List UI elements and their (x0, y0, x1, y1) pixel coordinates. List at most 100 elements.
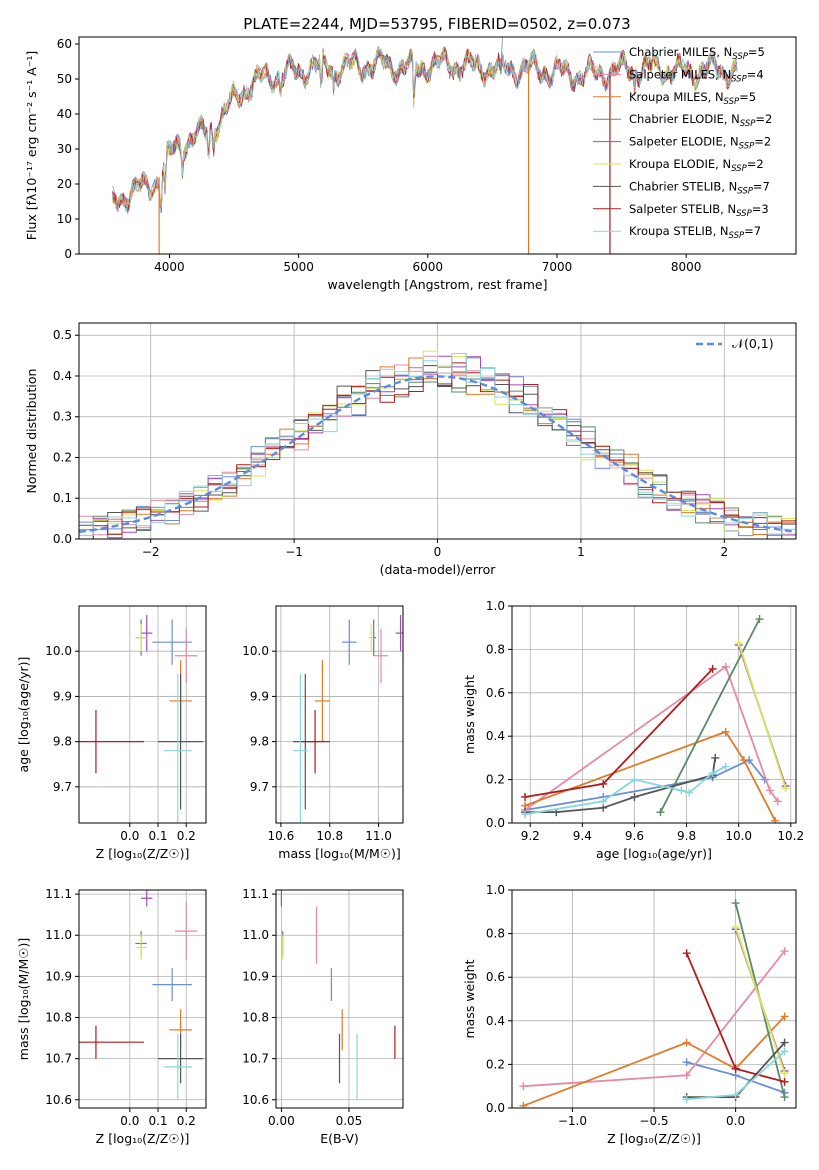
y-tick-label: 9.7 (53, 780, 72, 794)
y-tick-label: 0.3 (53, 410, 72, 424)
y-tick-label: 10.0 (45, 644, 72, 658)
legend-label: Salpeter MILES, NSSP=4 (629, 67, 764, 84)
x-axis-label: Z [log₁₀(Z/Z☉)] (607, 1131, 701, 1146)
legend-label: Chabrier MILES, NSSP=5 (629, 45, 765, 62)
y-tick-label: 10.9 (45, 969, 72, 983)
y-tick-label: 10.7 (45, 1052, 72, 1066)
legend-label: Kroupa MILES, NSSP=5 (629, 90, 756, 107)
legend-label: Chabrier STELIB, NSSP=7 (629, 179, 770, 196)
x-tick-label: 0.2 (177, 1114, 196, 1128)
legend-label: 𝒩(0,1) (732, 336, 774, 351)
weight-marker (773, 797, 782, 806)
emission-spike (500, 37, 503, 73)
weight-vs-Z-panel: −1.0 −0.5 0.0 0.0 0.2 0.4 0.6 0.8 1.0 Z [log₁₀(Z/… (462, 883, 797, 1146)
legend-label: Salpeter ELODIE, NSSP=2 (629, 135, 771, 152)
x-tick-label: 5000 (283, 260, 314, 274)
x-tick-label: 0.05 (336, 1114, 363, 1128)
weight-marker (755, 615, 764, 624)
x-tick-label: 9.2 (521, 829, 540, 843)
weight-marker (682, 1038, 691, 1047)
x-tick-label: 0.0 (120, 829, 139, 843)
weight-line (659, 618, 761, 813)
weight-marker (682, 1071, 691, 1080)
weight-marker (721, 662, 730, 671)
x-tick-label: 9.6 (625, 829, 644, 843)
weight-line (524, 665, 779, 811)
x-tick-label: −1 (285, 545, 303, 559)
y-tick-label: 9.7 (250, 780, 269, 794)
weight-marker (765, 786, 774, 795)
x-tick-label: 6000 (413, 260, 444, 274)
y-tick-label: 0.4 (53, 369, 72, 383)
x-tick-label: 4000 (154, 260, 185, 274)
x-tick-label: 8000 (671, 260, 702, 274)
y-tick-label: 60 (57, 37, 72, 51)
x-tick-label: −0.5 (639, 1114, 668, 1128)
mass-vs-EBV-panel: 0.00 0.05 10.6 10.7 10.8 10.9 11.0 11.1 E(B-V) (242, 887, 404, 1146)
residuals-panel: −2 −1 0 1 2 0.0 0.1 0.2 0.3 0.4 0.5 (data-model)/er… (24, 322, 797, 577)
weight-marker (599, 797, 608, 806)
x-tick-label: 0.2 (177, 829, 196, 843)
weight-marker (734, 638, 743, 647)
weight-marker (771, 816, 780, 823)
weight-marker (677, 786, 686, 795)
y-tick-label: 11.1 (45, 887, 72, 901)
y-tick-label: 9.9 (250, 689, 269, 703)
weight-marker (780, 1093, 789, 1102)
figure-title: PLATE=2244, MJD=53795, FIBERID=0502, z=0… (243, 15, 630, 33)
y-axis-label: age [log₁₀(age/yr)] (16, 657, 31, 773)
x-tick-label: −1.0 (558, 1114, 587, 1128)
axes-frame (275, 605, 404, 824)
spectrum-panel: 4000 5000 6000 7000 8000 0 10 20 30 40 50 60 wavelen… (24, 36, 797, 292)
axes-frame (78, 889, 207, 1109)
y-tick-label: 1.0 (486, 599, 505, 613)
y-tick-label: 0.6 (486, 686, 505, 700)
plot-area (519, 899, 789, 1108)
x-axis-label: age [log₁₀(age/yr)] (596, 846, 712, 861)
age-vs-mass-panel: 10.6 10.8 11.0 9.7 9.8 9.9 10.0 mass [log₁₀(M/M… (242, 605, 404, 861)
plot-area (112, 37, 738, 254)
y-tick-label: 1.0 (486, 883, 505, 897)
plot-area (79, 890, 204, 1100)
weight-marker (521, 792, 530, 801)
x-tick-label: 7000 (542, 260, 573, 274)
y-tick-label: 0.1 (53, 491, 72, 505)
y-tick-label: 50 (57, 72, 72, 86)
y-tick-label: 20 (57, 177, 72, 191)
weight-marker (519, 1101, 528, 1108)
x-tick-label: 0 (434, 545, 442, 559)
y-tick-label: 40 (57, 107, 72, 121)
x-axis-label: mass [log₁₀(M/M☉)] (278, 846, 400, 861)
x-tick-label: 9.4 (573, 829, 592, 843)
weight-marker (519, 1082, 528, 1091)
plot-area (521, 615, 790, 823)
weight-marker (721, 762, 730, 771)
x-tick-label: 0.00 (268, 1114, 295, 1128)
y-tick-label: 10.6 (45, 1093, 72, 1107)
y-tick-label: 9.8 (250, 735, 269, 749)
legend-label: Chabrier ELODIE, NSSP=2 (629, 112, 772, 129)
y-tick-label: 0.4 (486, 1014, 505, 1028)
y-tick-label: 0.4 (486, 729, 505, 743)
y-tick-label: 0.0 (486, 816, 505, 830)
y-tick-label: 0.2 (486, 773, 505, 787)
y-tick-label: 10.6 (242, 1093, 269, 1107)
weight-marker (780, 1012, 789, 1021)
axes-frame (275, 889, 404, 1109)
y-axis-label: Flux [fλ10⁻¹⁷ erg cm⁻² s⁻¹ A⁻¹] (24, 51, 39, 240)
histogram-step (79, 353, 796, 536)
legend-label: Salpeter STELIB, NSSP=3 (629, 202, 769, 219)
y-tick-label: 30 (57, 142, 72, 156)
x-tick-label: 11.0 (365, 829, 392, 843)
x-tick-label: −2 (142, 545, 160, 559)
weight-marker (731, 923, 740, 932)
y-tick-label: 9.9 (53, 689, 72, 703)
y-tick-label: 0 (64, 247, 72, 261)
y-tick-label: 11.0 (242, 928, 269, 942)
weight-marker (682, 949, 691, 958)
weight-line (524, 765, 727, 816)
y-tick-label: 0.0 (53, 532, 72, 546)
spectrum-line (112, 47, 738, 213)
y-axis-label: mass weight (462, 675, 477, 754)
x-tick-label: 10.0 (725, 829, 752, 843)
